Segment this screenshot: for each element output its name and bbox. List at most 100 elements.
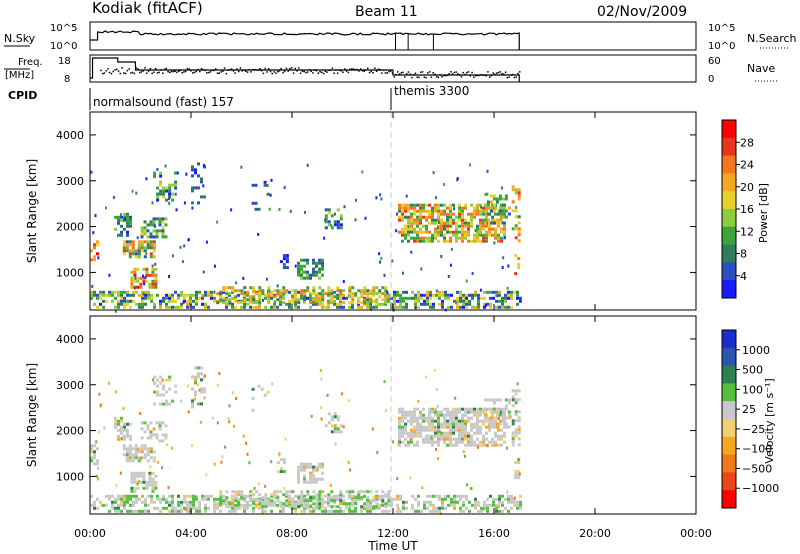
nave-dot [230,68,233,70]
rti-cell [336,509,339,513]
rti-cell [503,230,506,234]
rti-cell [270,509,273,513]
rti-cell [437,440,440,444]
rti-cell [252,493,256,497]
rti-cell [165,506,168,510]
rti-cell [159,509,162,513]
colorbar-segment [722,347,736,367]
rti-cell [402,506,405,510]
rti-cell [297,468,300,472]
nave-dot [169,71,171,74]
rti-cell [507,290,510,294]
rti-cell [246,505,250,509]
rti-cell [459,290,462,294]
rti-cell [191,444,193,448]
rti-cell [517,398,521,402]
rti-cell [437,230,440,234]
rti-cell [413,227,416,231]
rti-cell [139,474,143,478]
rti-cell [401,440,404,444]
rti-cell [492,209,496,213]
rti-cell [321,273,324,277]
rti-cell [303,477,306,481]
rti-cell [468,302,471,306]
rti-cell [117,494,120,498]
rti-cell [461,230,464,234]
rti-cell [252,301,256,305]
rti-cell [477,445,479,449]
rti-cell [105,494,108,498]
rti-cell [136,285,140,289]
rti-cell [133,273,137,277]
rti-cell [482,233,485,237]
rti-cell [93,453,96,457]
rti-cell [130,480,134,484]
rti-cell [482,227,485,231]
rti-cell [152,427,156,431]
rti-cell [401,212,404,216]
colorbar-tick-label: 1000 [742,344,770,357]
rti-cell [114,227,117,231]
nave-dot [462,71,464,74]
rti-cell [464,407,467,411]
nave-dot [246,71,249,73]
rti-cell [154,267,158,271]
rti-cell [279,260,283,264]
rti-cell [446,407,449,411]
rti-cell [96,506,99,510]
rti-cell [108,381,111,385]
rti-cell [279,490,283,494]
rti-cell [297,261,300,265]
colorbar-tick-label: 24 [740,159,754,172]
rti-cell [428,440,431,444]
rti-cell [398,215,401,219]
rti-cell [464,224,467,228]
rti-cell [117,299,120,303]
rti-cell [231,289,235,293]
rti-cell [141,302,144,306]
rti-cell [285,494,288,498]
rti-cell [449,239,452,243]
date-title: 02/Nov/2009 [597,4,687,20]
rti-cell [135,290,138,294]
nave-dot [342,71,344,73]
rti-cell [246,502,250,506]
rti-cell [159,302,162,306]
rti-cell [211,416,214,420]
rti-cell [119,471,122,475]
rti-cell [484,193,487,196]
rti-cell [114,497,117,501]
nave-dot [255,69,258,71]
rti-cell [336,427,340,431]
rti-cell [423,299,426,303]
rti-cell [180,290,183,294]
rti-cell [485,437,488,441]
rti-cell [339,499,343,503]
nave-dot [473,76,475,78]
rti-cell [243,293,246,297]
rti-cell [282,301,286,305]
rti-cell [425,425,428,429]
rti-cell [327,208,331,212]
rti-cell [120,293,123,297]
rti-cell [323,236,326,240]
rti-cell [306,462,309,466]
rti-cell [318,261,321,265]
rti-cell [494,410,497,414]
rti-cell [135,497,138,501]
rti-cell [309,465,312,469]
nave-dot [163,68,166,71]
rti-cell [309,480,312,484]
nave-dot [146,72,148,74]
rti-cell [268,207,271,211]
rti-cell [111,503,114,507]
rti-cell [405,302,408,306]
rti-cell [465,279,468,283]
rti-cell [479,288,482,292]
rti-cell [306,502,310,506]
rti-cell [126,497,129,501]
rti-cell [416,443,419,447]
rti-cell [189,503,192,507]
rti-cell [129,299,132,303]
rti-cell [252,286,256,290]
